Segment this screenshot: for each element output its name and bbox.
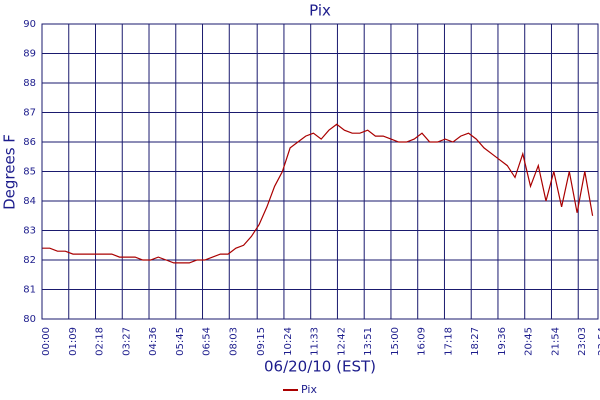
x-tick-label: 23:03: [577, 327, 588, 356]
x-tick-label: 17:18: [443, 327, 454, 356]
y-tick-label: 85: [23, 167, 36, 178]
x-tick-label: 01:09: [68, 327, 79, 356]
chart-title: Pix: [309, 2, 331, 20]
x-tick-label: 16:09: [417, 327, 428, 356]
x-tick-label: 19:36: [497, 327, 508, 356]
x-tick-label: 12:42: [336, 327, 347, 356]
plot-border: [41, 23, 599, 320]
y-tick-label: 84: [23, 196, 36, 207]
x-tick-label: 00:00: [41, 327, 52, 356]
x-tick-label: 10:24: [283, 327, 294, 356]
x-tick-label: 08:03: [228, 327, 239, 356]
y-tick-label: 81: [23, 285, 36, 296]
x-axis-label: 06/20/10 (EST): [264, 358, 376, 376]
x-tick-label: 05:45: [175, 327, 186, 356]
x-tick-label: 21:54: [550, 327, 561, 356]
x-tick-label: 15:00: [390, 327, 401, 356]
x-tick-label: 11:33: [310, 327, 321, 356]
y-tick-label: 82: [23, 255, 36, 266]
x-tick-label: 06:54: [202, 327, 213, 356]
y-tick-label: 88: [23, 78, 36, 89]
x-tick-label: 20:45: [524, 327, 535, 356]
y-tick-label: 86: [23, 137, 36, 148]
x-tick-label: 09:15: [256, 327, 267, 356]
x-tick-label: 03:27: [121, 327, 132, 356]
x-tick-label: 13:51: [363, 327, 374, 356]
x-tick-label: 18:27: [470, 327, 481, 356]
y-tick-label: 90: [23, 19, 36, 30]
series-line: [42, 123, 594, 264]
x-tick-label: 23:54: [597, 327, 600, 356]
x-tick-label: 02:18: [95, 327, 106, 356]
y-tick-label: 80: [23, 314, 36, 325]
y-tick-label: 87: [23, 108, 36, 119]
y-tick-label: 83: [23, 226, 36, 237]
y-axis-label: Degrees F: [1, 134, 19, 210]
legend-label: Pix: [301, 383, 317, 396]
y-tick-label: 89: [23, 49, 36, 60]
x-tick-label: 04:36: [148, 327, 159, 356]
